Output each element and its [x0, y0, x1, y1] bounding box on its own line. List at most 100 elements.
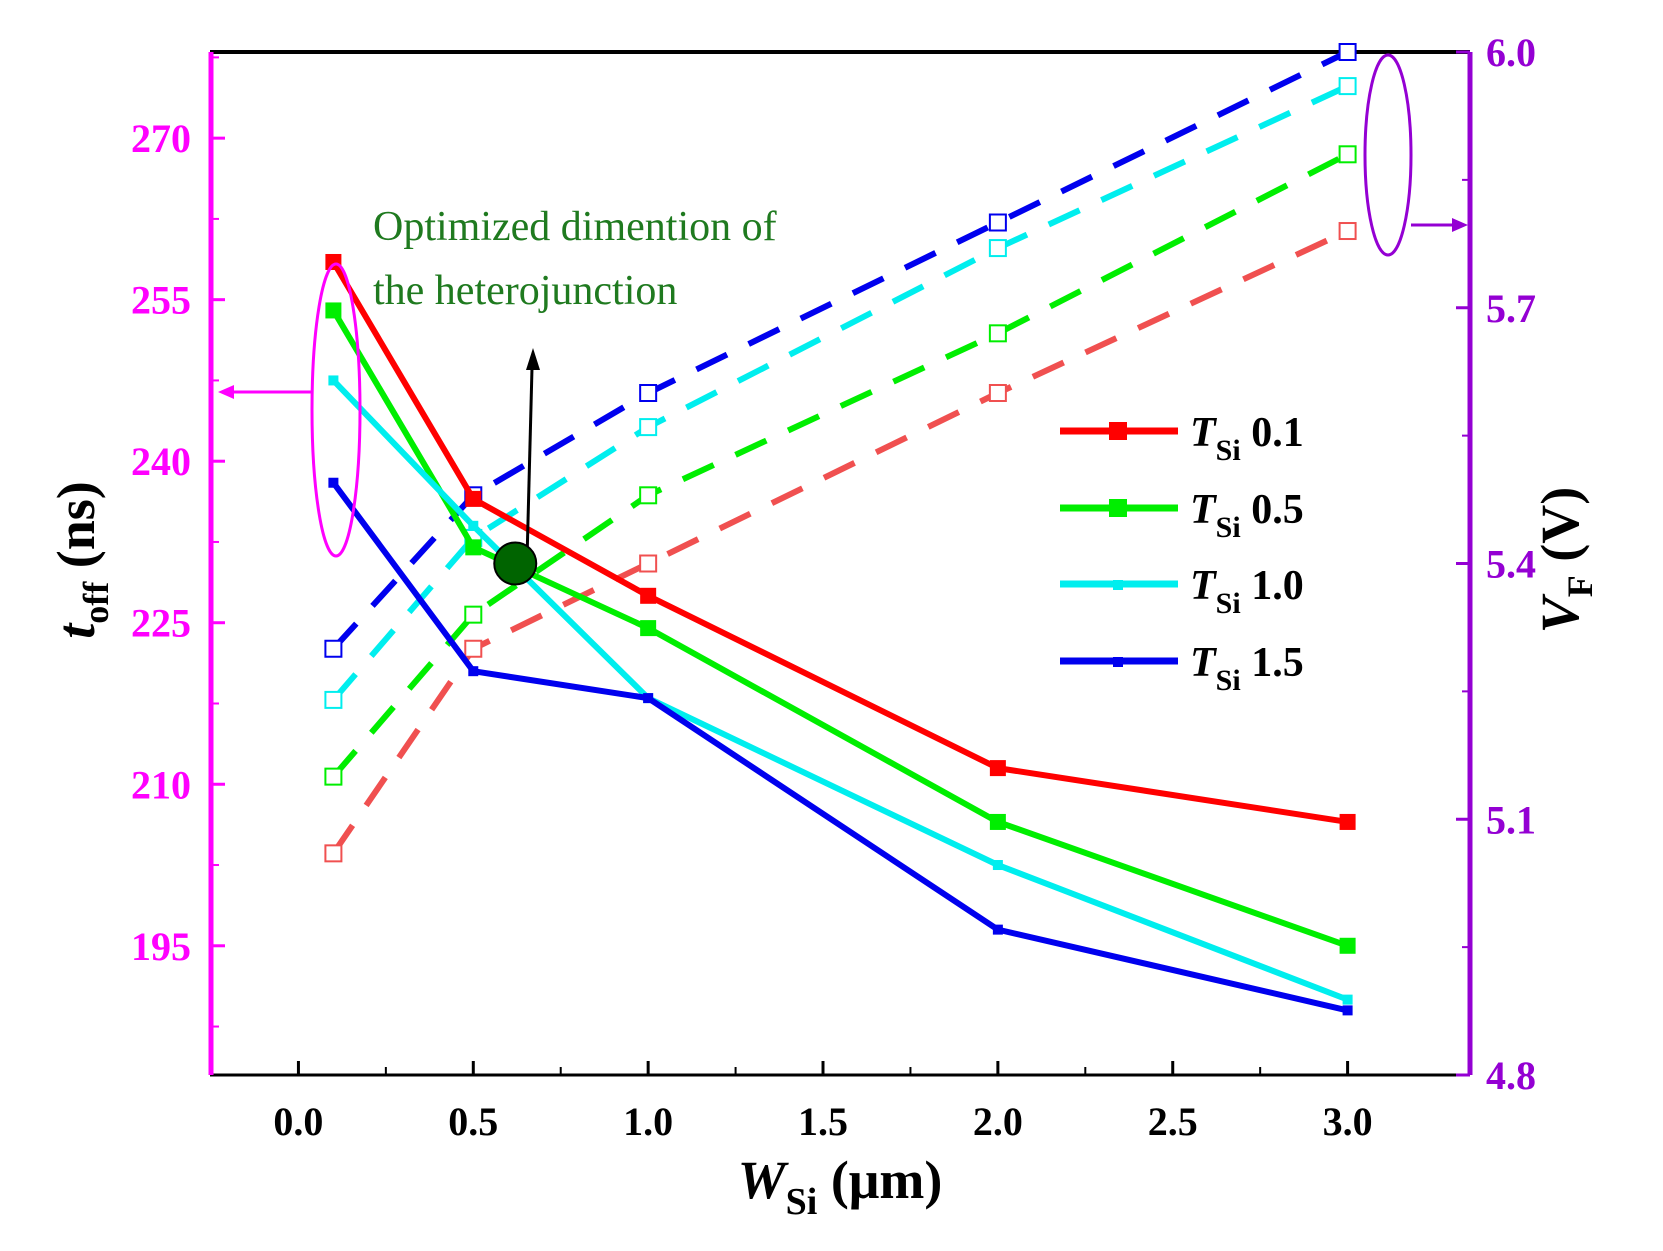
vf-point: [639, 554, 658, 573]
vf-point: [464, 639, 483, 658]
toff-point: [989, 813, 1006, 830]
vf-series-line-3: [331, 49, 1349, 651]
left-pointer-arrowhead: [218, 385, 234, 399]
right-axis-title: VF (V): [1530, 487, 1600, 634]
legend-label-main: T: [1190, 410, 1218, 456]
legend-label-sub: Si: [1216, 434, 1241, 467]
x-tick-label: 0.5: [448, 1099, 498, 1144]
toff-point: [468, 666, 479, 677]
toff-point: [1342, 994, 1353, 1005]
toff-point: [1342, 1005, 1353, 1016]
vf-point: [464, 605, 483, 624]
right-y-ticks: 4.8 5.1 5.4 5.7 6.0: [1456, 30, 1536, 1098]
left-axis-title-main: t: [46, 622, 106, 639]
right-axis-title-sub: F: [1560, 575, 1600, 597]
x-tick-label: 2.5: [1148, 1099, 1198, 1144]
legend-item-t10: TSi 1.0: [1060, 563, 1304, 620]
toff-point: [643, 693, 654, 704]
legend-item-t15: TSi 1.5: [1060, 640, 1304, 697]
vf-point: [324, 844, 343, 863]
right-tick-label: 5.7: [1486, 286, 1536, 331]
annotation-arrowhead: [526, 348, 540, 370]
vf-point: [988, 239, 1007, 258]
svg-text:TSi 0.1: TSi 0.1: [1190, 410, 1304, 467]
right-axis-title-unit: (V): [1530, 487, 1590, 575]
vf-point: [988, 324, 1007, 343]
legend-label-main: T: [1190, 640, 1218, 686]
legend-label-value: 0.5: [1241, 487, 1304, 533]
legend-label-main: T: [1190, 563, 1218, 609]
vf-point: [639, 486, 658, 505]
vf-point: [639, 418, 658, 437]
legend: TSi 0.1 TSi 0.5 TSi 1.0 TSi 1.5: [1060, 410, 1304, 697]
annotation-arrow: [525, 367, 534, 561]
x-tick-label: 1.5: [798, 1099, 848, 1144]
x-axis-title-main: W: [738, 1150, 790, 1210]
toff-point: [328, 477, 339, 488]
legend-label-main: T: [1190, 487, 1218, 533]
vf-point: [324, 767, 343, 786]
left-y-ticks: 195 210 225 240 255 270: [131, 56, 225, 1028]
x-axis-title-sub: Si: [786, 1181, 818, 1223]
toff-point: [640, 587, 657, 604]
toff-point: [465, 539, 482, 556]
svg-text:TSi 1.0: TSi 1.0: [1190, 563, 1304, 620]
left-group-ellipse: [310, 262, 362, 558]
toff-point: [468, 520, 479, 531]
left-tick-label: 210: [131, 762, 191, 807]
right-pointer-arrowhead: [1452, 218, 1468, 232]
x-tick-label: 0.0: [273, 1099, 323, 1144]
legend-label-value: 0.1: [1241, 410, 1304, 456]
x-tick-label: 1.0: [623, 1099, 673, 1144]
left-axis-title-sub: off: [76, 581, 116, 624]
legend-label-value: 1.5: [1241, 640, 1304, 686]
legend-marker-t05: [1109, 499, 1127, 517]
toff-point: [325, 302, 342, 319]
toff-series-line-1: [330, 308, 1349, 949]
left-axis-title: toff (ns): [46, 481, 116, 639]
vf-point: [639, 384, 658, 402]
svg-text:TSi 1.5: TSi 1.5: [1190, 640, 1304, 697]
right-axis-title-main: V: [1530, 593, 1590, 633]
legend-marker-t01: [1109, 422, 1127, 440]
legend-label-sub: Si: [1216, 664, 1241, 697]
vf-point: [1338, 77, 1357, 96]
toff-point: [989, 760, 1006, 777]
left-tick-label: 195: [131, 924, 191, 969]
toff-point: [640, 620, 657, 637]
left-tick-label: 255: [131, 278, 191, 323]
x-tick-label: 2.0: [973, 1099, 1023, 1144]
left-tick-label: 225: [131, 601, 191, 646]
toff-point: [992, 924, 1003, 935]
left-tick-label: 240: [131, 439, 191, 484]
vf-point: [1338, 222, 1357, 241]
toff-series-line-3: [330, 480, 1349, 1014]
vf-point: [324, 690, 343, 709]
optimum-point-marker: [493, 541, 538, 586]
right-group-ellipse: [1363, 53, 1413, 257]
vf-series-group: [324, 43, 1357, 863]
legend-label-value: 1.0: [1241, 563, 1304, 609]
legend-item-t05: TSi 0.5: [1060, 487, 1304, 544]
left-axis-title-unit: (ns): [46, 481, 106, 582]
x-axis-title-unit: (μm): [817, 1150, 942, 1210]
toff-point: [328, 375, 339, 386]
vf-series-line-0: [330, 228, 1349, 856]
legend-marker-t10: [1113, 580, 1123, 590]
right-tick-label: 4.8: [1486, 1053, 1536, 1098]
toff-series-group: [325, 253, 1356, 1016]
annotation-line-1: Optimized dimention of: [373, 204, 777, 250]
x-axis-title: WSi (μm): [738, 1150, 943, 1223]
toff-point: [1339, 813, 1356, 830]
right-tick-label: 5.4: [1486, 542, 1536, 587]
svg-text:TSi 0.5: TSi 0.5: [1190, 487, 1304, 544]
annotation-line-2: the heterojunction: [373, 268, 677, 314]
toff-point: [465, 490, 482, 507]
x-ticks: 0.0 0.5 1.0 1.5 2.0 2.5 3.0: [273, 1061, 1373, 1144]
vf-point: [1338, 43, 1357, 61]
toff-point: [992, 860, 1003, 871]
annotation: Optimized dimention of the heterojunctio…: [373, 204, 777, 586]
toff-point: [325, 253, 342, 270]
